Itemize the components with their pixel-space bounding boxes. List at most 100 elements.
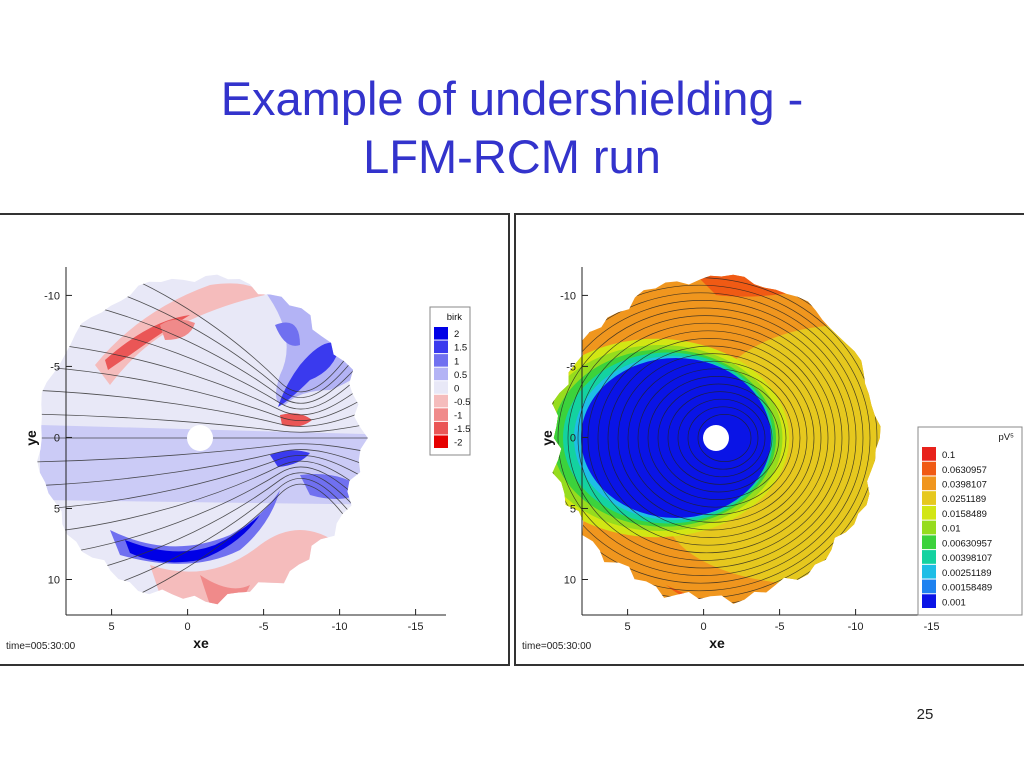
legend-label: -1: [454, 411, 462, 422]
legend-title: birk: [447, 312, 463, 323]
x-axis-label: xe: [193, 635, 209, 651]
field-line: [37, 365, 368, 422]
x-tick-label: -10: [332, 621, 348, 633]
field-line: [37, 443, 368, 463]
legend-label: -1.5: [454, 424, 470, 435]
field-line: [37, 317, 368, 410]
birk-red-center: [280, 413, 312, 427]
birk-contour-plot: 5 0 -5 -10 -15-10-50510xeyetime=005:30:00bir…: [6, 267, 471, 652]
legend-swatch: [434, 394, 448, 408]
legend-label: 0.0630957: [942, 465, 987, 476]
pv-contour: [607, 345, 815, 531]
legend-swatch: [922, 594, 936, 608]
legend-swatch: [922, 564, 936, 579]
legend-swatch: [922, 535, 936, 550]
legend-label: 0.0158489: [942, 509, 987, 520]
page-number: 25: [916, 706, 934, 723]
birk-blue-region-upper: [260, 285, 368, 405]
legend-swatch: [434, 367, 448, 381]
right-chart-panel: 5 0 -5 -10 -15 -10 -5 0 5 10 xe ye time=005:30:00 pV⁵…: [514, 213, 1024, 666]
inner-boundary: [703, 425, 729, 451]
legend-swatch: [922, 476, 936, 491]
slide-title: Example of undershielding - LFM-RCM run: [0, 70, 1024, 186]
pv-contour: [657, 383, 780, 493]
legend-label: 1.5: [454, 343, 467, 354]
x-tick-label: 5: [109, 621, 115, 633]
field-line: [37, 454, 368, 511]
legend-label: 0.1: [942, 450, 955, 461]
time-annotation: time=005:30:00: [522, 641, 592, 652]
legend-label: 0.001: [942, 597, 966, 608]
slide-title-line-1: Example of undershielding -: [220, 72, 804, 125]
legend-label: 0: [454, 383, 459, 394]
y-tick-label: -10: [560, 290, 576, 302]
legend-swatch: [922, 579, 936, 594]
y-tick-label: -5: [566, 361, 576, 373]
pv-contour: [577, 322, 836, 554]
legend-label: 0.5: [454, 370, 467, 381]
y-axis-label: ye: [23, 430, 39, 446]
pv-contour: [667, 391, 773, 485]
field-line: [37, 460, 368, 535]
y-axis-label: ye: [539, 430, 555, 446]
y-tick-label: 10: [48, 574, 60, 586]
pv-contour: [617, 353, 808, 523]
pv-contour: [627, 360, 801, 516]
field-line: [37, 449, 368, 487]
x-tick-label: -5: [259, 621, 269, 633]
legend-swatch: [922, 505, 936, 520]
legend-label: 0.0251189: [942, 494, 986, 505]
legend-label: -0.5: [454, 397, 470, 408]
pv-contour: [552, 292, 864, 584]
birk-red-core-lower-right: [318, 545, 345, 576]
pv-contour-plot: 5 0 -5 -10 -15 -10 -5 0 5 10 xe ye time=005:30:00 pV⁵…: [522, 267, 1023, 652]
legend-title: pV⁵: [998, 432, 1014, 443]
legend-label: 0.00398107: [942, 553, 992, 564]
pv-field: [552, 274, 881, 604]
pv-contour: [552, 300, 857, 576]
y-tick-label: 10: [564, 574, 576, 586]
pv-contour: [557, 307, 850, 569]
pv-contour: [687, 406, 759, 470]
pv-contour: [552, 284, 871, 592]
left-chart-panel: 5 0 -5 -10 -15 -10 -5 0 5 10 xe ye time=005:30:00 bir…: [0, 213, 510, 666]
field-line: [37, 389, 368, 427]
slide-title-line-2: LFM-RCM run: [363, 130, 661, 183]
pv-contour: [647, 376, 787, 500]
field-line: [37, 293, 368, 404]
x-tick-label: 0: [185, 621, 191, 633]
x-tick-label: -5: [775, 621, 785, 633]
legend-swatch: [922, 491, 936, 505]
legend-label: 2: [454, 329, 459, 340]
legend-swatch: [434, 408, 448, 421]
legend-swatch: [922, 447, 936, 461]
pv-contour: [697, 414, 752, 462]
legend-label: -2: [454, 438, 462, 449]
legend-label: 0.0398107: [942, 480, 987, 491]
legend-swatch: [434, 354, 448, 367]
legend: pV⁵ 0.1 0.0630957 0.0398107 0.0251189 0.01584…: [917, 426, 1023, 616]
birk-blue-core-lower: [125, 515, 260, 563]
x-tick-label: 0: [701, 621, 707, 633]
axes: 5 0 -5 -10 -15 -10 -5 0 5 10 xe ye time=005:30:00: [522, 267, 962, 652]
x-tick-label: -15: [408, 621, 424, 633]
legend-swatch: [922, 520, 936, 535]
pv-contour: [567, 315, 843, 561]
y-tick-label: -10: [44, 290, 60, 302]
legend: birk 2 1.5 1 0.5 0 -0.5 -1 -1.5 -2: [429, 306, 471, 456]
birk-red-core-upper: [105, 315, 190, 370]
legend-label: 0.01: [942, 524, 961, 535]
x-tick-label: -10: [848, 621, 864, 633]
axes: 5 0 -5 -10 -15 -10 -5 0 5 10 xe ye time=005:30:00: [6, 267, 446, 652]
birk-blue-center: [270, 450, 310, 467]
field-line: [37, 341, 368, 416]
x-tick-label: 5: [625, 621, 631, 633]
legend-label: 0.00158489: [942, 583, 992, 594]
pv-contour: [597, 338, 822, 538]
y-tick-label: 5: [570, 503, 576, 515]
time-annotation: time=005:30:00: [6, 641, 76, 652]
legend-label: 1: [454, 356, 459, 367]
birk-blue-region-lower: [110, 490, 280, 564]
legend-label: 0.00251189: [942, 568, 992, 579]
pv-low-region: [581, 358, 771, 518]
